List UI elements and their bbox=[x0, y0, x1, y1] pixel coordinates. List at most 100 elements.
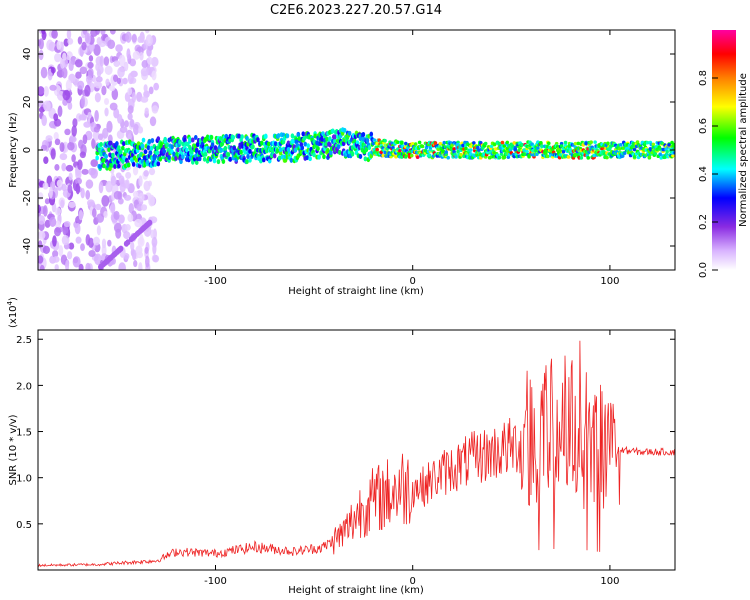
heatmap-cell bbox=[128, 203, 134, 214]
heatmap-cell bbox=[291, 138, 296, 144]
heatmap-cell bbox=[245, 159, 249, 165]
heatmap-cell bbox=[75, 71, 82, 79]
heatmap-cell bbox=[127, 87, 133, 96]
heatmap-cell bbox=[48, 41, 56, 52]
heatmap-cell bbox=[39, 264, 45, 270]
heatmap-cell bbox=[43, 85, 49, 97]
heatmap-cell bbox=[576, 141, 581, 146]
heatmap-cell bbox=[316, 146, 320, 152]
heatmap-cell bbox=[436, 147, 441, 152]
heatmap-cell bbox=[336, 144, 341, 150]
heatmap-cell bbox=[162, 148, 167, 154]
heatmap-cell bbox=[237, 133, 241, 139]
heatmap-cell bbox=[151, 105, 159, 114]
heatmap-cell bbox=[77, 80, 85, 90]
heatmap-cell bbox=[151, 70, 157, 81]
heatmap-cell bbox=[88, 237, 94, 249]
heatmap-cell bbox=[158, 156, 163, 162]
heatmap-cell bbox=[383, 138, 387, 143]
heatmap-cell bbox=[195, 142, 200, 148]
heatmap-cell bbox=[94, 110, 99, 122]
heatmap-cell bbox=[420, 144, 425, 149]
heatmap-cell bbox=[286, 146, 291, 152]
colorbar: 0.0 0.2 0.4 0.6 0.8 Normalized spectral ampl… bbox=[698, 30, 749, 278]
colorbar-gradient bbox=[712, 30, 736, 270]
heatmap-cell bbox=[226, 152, 231, 158]
x-tick-label: 0 bbox=[410, 276, 416, 287]
heatmap-cell bbox=[317, 154, 321, 160]
heatmap-cell bbox=[149, 116, 157, 127]
heatmap-cell bbox=[584, 141, 589, 146]
heatmap-cell bbox=[68, 201, 76, 208]
heatmap-cell bbox=[333, 134, 337, 140]
heatmap-cell bbox=[67, 251, 73, 260]
heatmap-cell bbox=[125, 179, 130, 189]
heatmap-cell bbox=[136, 203, 143, 212]
heatmap-cell bbox=[127, 112, 133, 121]
heatmap-cell bbox=[122, 77, 128, 85]
heatmap-cell bbox=[456, 149, 460, 154]
heatmap-cell bbox=[96, 37, 102, 46]
heatmap-cell bbox=[127, 133, 132, 142]
heatmap-cell bbox=[145, 255, 150, 268]
y-tick-label: 2.5 bbox=[16, 335, 32, 346]
heatmap-cell bbox=[62, 225, 69, 235]
heatmap-cell bbox=[221, 158, 226, 164]
heatmap-cell bbox=[181, 154, 185, 160]
heatmap-cell bbox=[41, 114, 47, 127]
heatmap-cell bbox=[239, 149, 243, 155]
heatmap-cell bbox=[83, 121, 91, 128]
heatmap-cell bbox=[105, 78, 110, 86]
heatmap-cell bbox=[219, 147, 224, 153]
heatmap-cell bbox=[95, 155, 99, 161]
snr-multiplier-exp: 4 bbox=[6, 300, 14, 305]
heatmap-cell bbox=[350, 151, 355, 157]
heatmap-cell bbox=[40, 144, 48, 151]
heatmap-cell bbox=[54, 163, 60, 171]
heatmap-cell bbox=[71, 125, 77, 137]
heatmap-cell bbox=[216, 159, 221, 165]
heatmap-cell bbox=[167, 154, 171, 160]
heatmap-cell bbox=[127, 72, 134, 85]
heatmap-cell bbox=[101, 238, 107, 249]
heatmap-cell bbox=[328, 142, 332, 148]
heatmap-cell bbox=[147, 139, 152, 145]
heatmap-cell bbox=[117, 66, 125, 78]
heatmap-cell bbox=[413, 142, 418, 146]
colorbar-ticks: 0.0 0.2 0.4 0.6 0.8 bbox=[698, 70, 718, 278]
heatmap-cell bbox=[53, 132, 59, 140]
heatmap-cell bbox=[450, 143, 454, 148]
heatmap-cell bbox=[72, 118, 78, 128]
heatmap-cell bbox=[505, 146, 510, 151]
heatmap-cell bbox=[512, 141, 517, 145]
heatmap-cell bbox=[165, 142, 169, 148]
heatmap-cell bbox=[464, 146, 468, 151]
heatmap-cell bbox=[75, 183, 81, 195]
heatmap-cell bbox=[427, 153, 432, 157]
heatmap-cell bbox=[38, 106, 45, 113]
colorbar-tick-label: 0.4 bbox=[698, 166, 709, 182]
heatmap-cell bbox=[94, 253, 102, 265]
heatmap-cell bbox=[101, 195, 110, 207]
heatmap-cell bbox=[500, 140, 505, 145]
heatmap-cell bbox=[75, 177, 82, 185]
heatmap-cell bbox=[93, 126, 100, 133]
heatmap-cell bbox=[275, 148, 280, 154]
heatmap-cell bbox=[50, 148, 56, 160]
heatmap-cell bbox=[74, 222, 81, 235]
heatmap-cell bbox=[79, 151, 86, 159]
heatmap-cell bbox=[45, 135, 53, 142]
heatmap-cell bbox=[145, 30, 150, 34]
heatmap-cell bbox=[324, 141, 328, 147]
heatmap-cell bbox=[394, 155, 398, 159]
heatmap-cell bbox=[667, 143, 671, 147]
heatmap-cell bbox=[61, 67, 68, 79]
heatmap-cell bbox=[326, 147, 330, 153]
heatmap-cell bbox=[125, 31, 132, 43]
heatmap-cell bbox=[190, 149, 194, 155]
heatmap-cell bbox=[118, 262, 126, 270]
heatmap-cell bbox=[60, 58, 65, 69]
heatmap-cell bbox=[95, 76, 103, 83]
heatmap-cell bbox=[75, 236, 82, 244]
heatmap-cell bbox=[188, 136, 192, 142]
